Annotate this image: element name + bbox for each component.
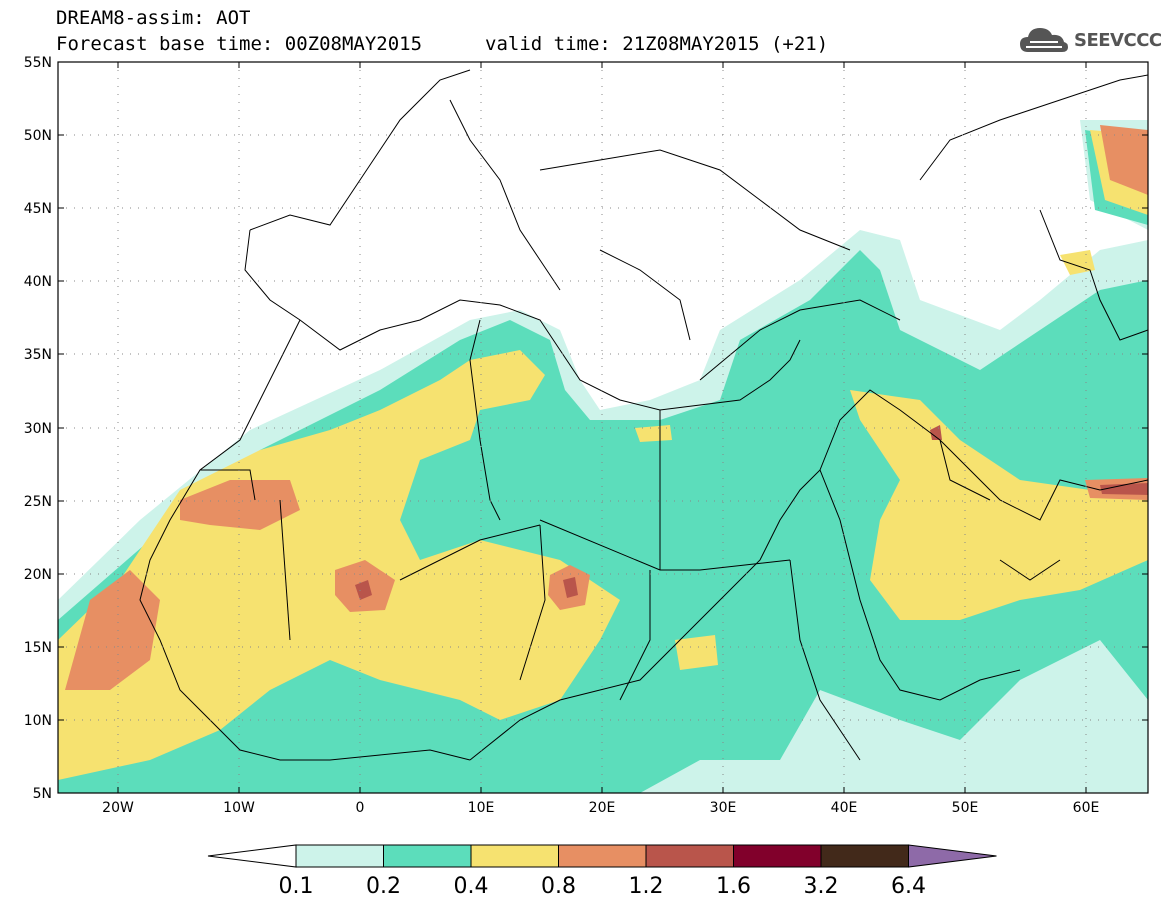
lat-label: 25N — [24, 494, 52, 510]
lat-label: 35N — [24, 347, 52, 363]
lat-label: 50N — [24, 128, 52, 144]
lon-label: 0 — [356, 800, 365, 816]
coastlines — [139, 69, 1148, 761]
lon-label: 20W — [102, 800, 134, 816]
latitude-axis: 55N 50N 45N 40N 35N 30N 25N 20N 15N 10N … — [24, 55, 1148, 802]
logo-text: SEEVCCC — [1074, 29, 1162, 51]
lon-label: 10E — [468, 800, 495, 816]
lat-label: 20N — [24, 567, 52, 583]
cloud-icon — [1020, 28, 1068, 52]
aot-field-0.8 — [65, 125, 1148, 690]
lon-label: 20E — [589, 800, 616, 816]
lon-label: 40E — [831, 800, 858, 816]
lon-label: 30E — [710, 800, 737, 816]
map-title: DREAM8-assim: AOT — [56, 7, 251, 29]
aot-field-0.4 — [58, 130, 1148, 780]
aot-field-1.2 — [355, 425, 1148, 600]
lat-label: 45N — [24, 201, 52, 217]
forecast-base-time: Forecast base time: 00Z08MAY2015 — [56, 33, 423, 55]
lat-label: 10N — [24, 713, 52, 729]
lon-label: 50E — [952, 800, 979, 816]
valid-time: valid time: 21Z08MAY2015 (+21) — [485, 33, 829, 55]
lon-label: 10W — [223, 800, 255, 816]
lat-label: 5N — [33, 786, 52, 802]
lon-label: 60E — [1073, 800, 1100, 816]
lat-label: 40N — [24, 274, 52, 290]
lat-label: 55N — [24, 55, 52, 71]
lat-label: 15N — [24, 640, 52, 656]
seevccc-logo: SEEVCCC — [1018, 24, 1162, 56]
longitude-axis: 20W 10W 0 10E 20E 30E 40E 50E 60E — [102, 62, 1099, 816]
graticule — [58, 62, 1148, 793]
lat-label: 30N — [24, 421, 52, 437]
